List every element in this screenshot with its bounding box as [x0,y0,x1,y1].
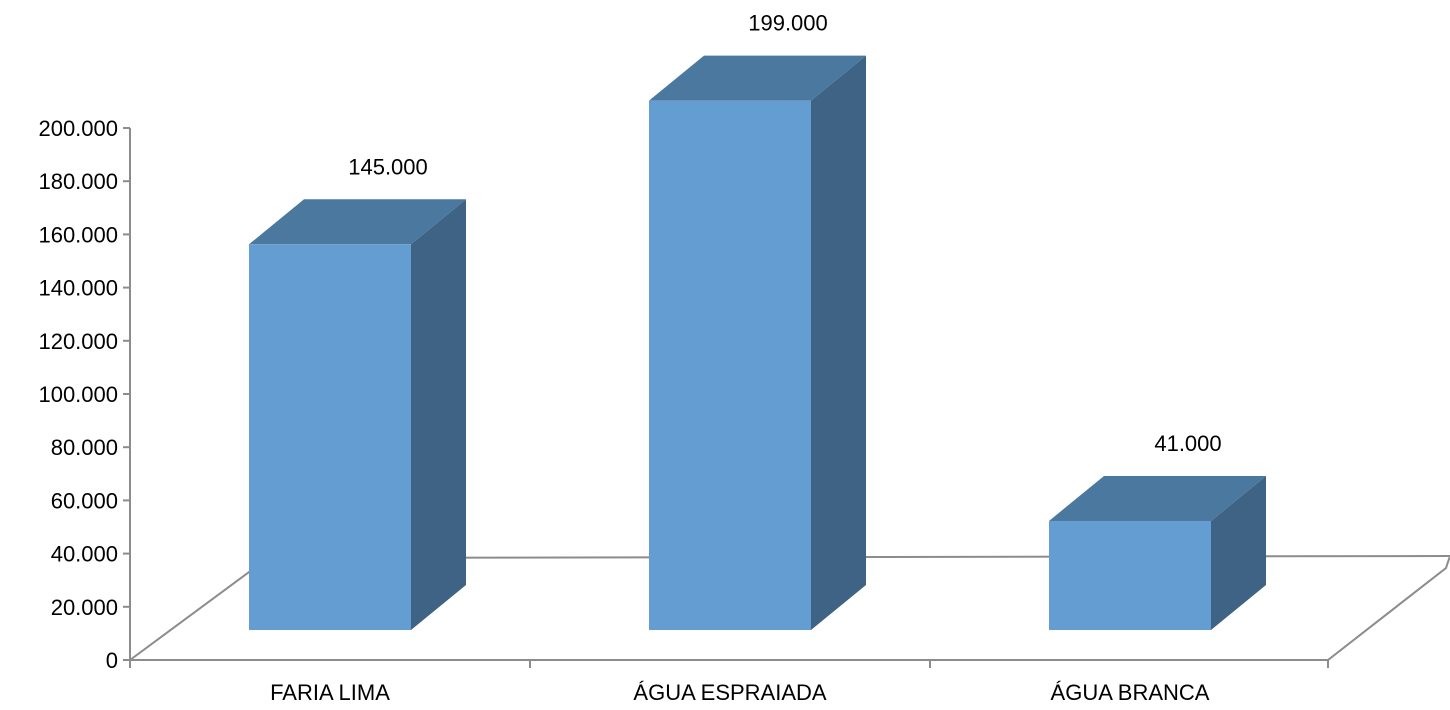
x-category-label: ÁGUA BRANCA [1051,680,1210,705]
chart-floor [129,554,1450,661]
x-category-label: ÁGUA ESPRAIADA [633,680,827,705]
data-label: 199.000 [748,11,828,36]
y-tick-label: 160.000 [38,222,118,247]
bar-front [1049,520,1211,630]
data-labels: 145.000 199.000 41.000 [348,11,1221,456]
y-axis: 0 20.000 40.000 60.000 80.000 100.000 120.000 1… [38,116,131,673]
y-tick-label: 180.000 [38,169,118,194]
data-label: 145.000 [348,154,428,179]
x-category-label: FARIA LIMA [270,680,390,705]
bar-side [411,199,466,631]
bar-side [811,55,866,631]
bar-side [1211,475,1266,630]
y-tick-label: 200.000 [38,116,118,141]
y-tick-label: 140.000 [38,276,118,301]
floor-outline [129,554,1450,661]
data-label: 41.000 [1154,431,1221,456]
y-tick-label: 40.000 [51,542,118,567]
y-tick-label: 120.000 [38,329,118,354]
y-tick-label: 80.000 [51,435,118,460]
bar-top [1049,475,1266,521]
bar-top [249,199,466,245]
bar-top [649,55,866,101]
bar-front [249,244,411,631]
y-tick-label: 100.000 [38,382,118,407]
y-tick-label: 0 [106,648,118,673]
y-tick-label: 60.000 [51,488,118,513]
bar-series [249,55,1266,631]
y-tick-label: 20.000 [51,595,118,620]
bar [1049,475,1266,630]
x-axis: FARIA LIMA ÁGUA ESPRAIADA ÁGUA BRANCA [129,660,1329,705]
bar [249,199,466,631]
bar [649,55,866,631]
bar-front [649,100,811,630]
